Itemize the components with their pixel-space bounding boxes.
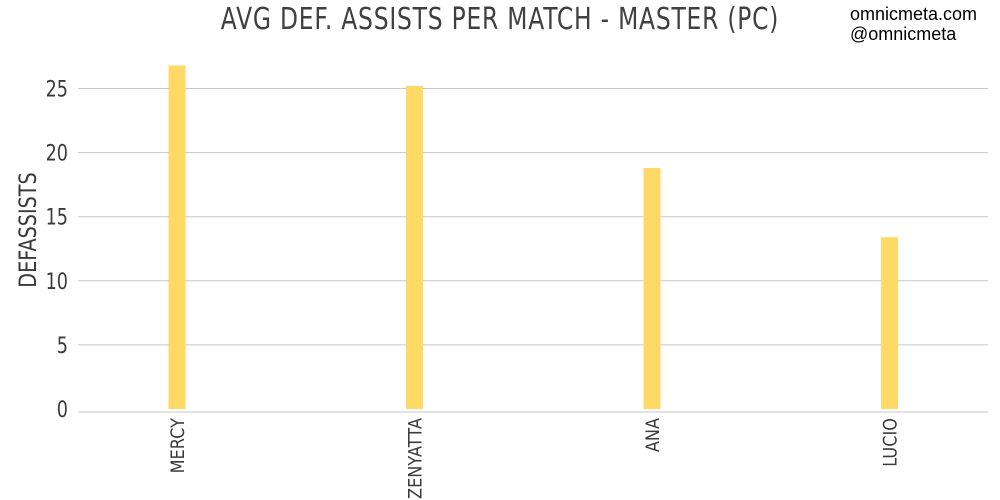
x-tick-label-ana: ANA — [643, 418, 665, 452]
chart-title: AVG DEF. ASSISTS PER MATCH - MASTER (PC) — [220, 2, 780, 37]
x-axis-labels: MERCY ZENYATTA ANA LUCIO — [168, 418, 902, 499]
grid-lines — [78, 88, 988, 413]
bar-lucio — [881, 237, 898, 409]
y-tick-label: 25 — [46, 77, 68, 102]
y-axis-ticks: 0 5 10 15 20 25 — [46, 77, 68, 423]
watermark-handle: @omnicmeta — [850, 24, 957, 44]
y-tick-label: 20 — [46, 141, 68, 166]
y-tick-label: 15 — [46, 205, 68, 230]
watermark-site: omnicmeta.com — [850, 4, 978, 24]
watermark: omnicmeta.com @omnicmeta — [850, 4, 977, 44]
bars — [168, 65, 898, 409]
x-tick-label-zenyatta: ZENYATTA — [405, 418, 427, 499]
bar-ana — [643, 167, 661, 409]
y-tick-label: 10 — [46, 269, 68, 294]
bar-zenyatta — [406, 85, 423, 409]
bar-mercy — [168, 65, 186, 409]
y-tick-label: 0 — [57, 397, 68, 422]
y-tick-label: 5 — [57, 333, 68, 358]
x-tick-label-mercy: MERCY — [168, 418, 190, 474]
x-tick-label-lucio: LUCIO — [880, 418, 902, 467]
y-axis-title: DEFASSISTS — [15, 172, 43, 287]
